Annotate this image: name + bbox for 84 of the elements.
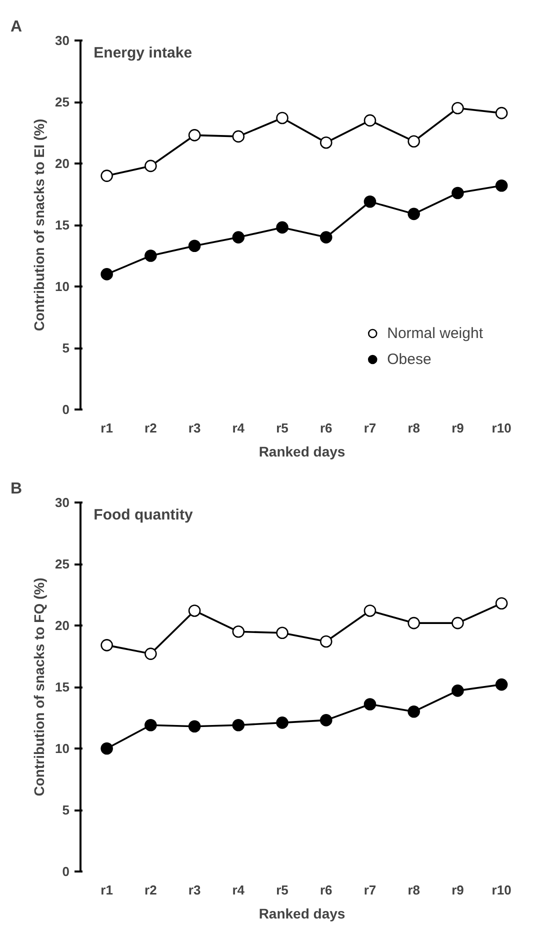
point [144,250,157,262]
point [408,616,420,630]
point [276,221,288,234]
point [276,112,288,124]
point [320,136,332,149]
x-axis-title: Ranked days [258,906,346,922]
point [408,208,420,220]
point [188,604,201,617]
y-axis-title: Contribution of snacks to FQ (%) [31,578,48,796]
y-tick-label: 25 [55,556,70,572]
point [452,186,464,200]
x-tick-label: r7 [364,420,376,436]
y-tick-label: 30 [55,495,70,510]
point [276,626,288,640]
x-tick-label: r4 [232,420,246,436]
point [495,678,508,691]
point [320,714,332,726]
point [364,114,376,127]
point [452,102,464,114]
point [100,170,113,182]
x-tick-label: r7 [364,882,376,898]
point [188,129,201,142]
point [276,716,288,729]
point [364,698,376,710]
x-tick-label: r4 [232,882,246,898]
x-tick-label: r10 [492,882,512,898]
point [144,648,157,660]
y-tick-label: 20 [55,156,70,171]
y-tick-label: 5 [62,340,70,356]
point [232,626,245,638]
point [408,135,420,148]
point [320,635,332,648]
chart-title: Food quantity [94,506,194,524]
y-tick-label: 15 [55,218,70,232]
y-tick-label: 30 [55,33,70,48]
point [364,604,376,617]
x-tick-label: r9 [452,882,464,898]
x-tick-label: r2 [144,420,157,436]
x-tick-label: r1 [100,420,113,436]
point [232,231,245,244]
x-tick-label: r5 [276,882,288,898]
text: A [10,18,22,36]
point [364,195,376,208]
legend-label: Normal weight [387,324,483,342]
point [495,597,508,610]
point [100,268,113,280]
point [452,616,464,630]
y-tick-label: 0 [62,864,70,879]
point [320,231,332,244]
y-tick-label: 25 [55,94,70,110]
y-tick-label: 10 [55,741,70,756]
x-tick-label: r10 [492,420,512,436]
y-tick-label: 10 [55,279,70,294]
point [144,718,157,732]
point [452,684,464,697]
x-tick-label: r8 [408,882,420,898]
point [408,705,420,718]
point [188,720,201,732]
text: B [10,480,22,498]
point [232,718,245,732]
x-tick-label: r6 [320,420,332,436]
chart-title: Energy intake [94,44,192,62]
x-tick-label: r2 [144,882,157,898]
point [100,639,113,652]
point [144,160,157,172]
x-axis-title: Ranked days [258,444,346,460]
x-tick-label: r3 [188,882,201,898]
x-tick-label: r5 [276,420,288,436]
x-tick-label: r9 [452,420,464,436]
x-tick-label: r6 [320,882,332,898]
y-tick-label: 20 [55,618,70,633]
legend-label: Obese [387,350,432,368]
x-tick-label: r8 [408,420,420,436]
x-tick-label: r1 [100,882,113,898]
point [188,240,201,252]
x-tick-label: r3 [188,420,201,436]
y-tick-label: 5 [62,802,70,818]
point [100,742,113,755]
y-axis-title: Contribution of snacks to EI (%) [31,118,48,332]
y-tick-label: 15 [55,680,70,694]
point [495,180,508,192]
point [232,130,245,143]
y-tick-label: 0 [62,402,70,417]
point [495,106,508,120]
